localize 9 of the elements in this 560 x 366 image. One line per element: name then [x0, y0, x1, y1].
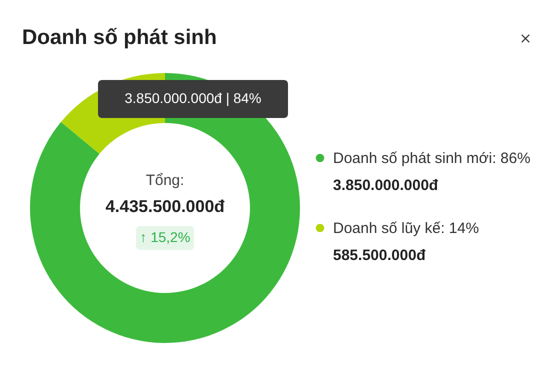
legend-label: Doanh số lũy kế: 14% [333, 220, 479, 237]
text: 3.850.000.000đ [333, 177, 439, 194]
legend-label: Doanh số phát sinh mới: 86% [333, 150, 530, 167]
text: 3.850.000.000đ | 84% [124, 90, 262, 106]
text: 585.500.000đ [333, 247, 426, 264]
text: 4.435.500.000đ [105, 197, 226, 216]
text: ↑ 15,2% [140, 229, 190, 245]
text: Tổng: [146, 172, 184, 189]
chart-title: Doanh số phát sinh [22, 26, 217, 49]
